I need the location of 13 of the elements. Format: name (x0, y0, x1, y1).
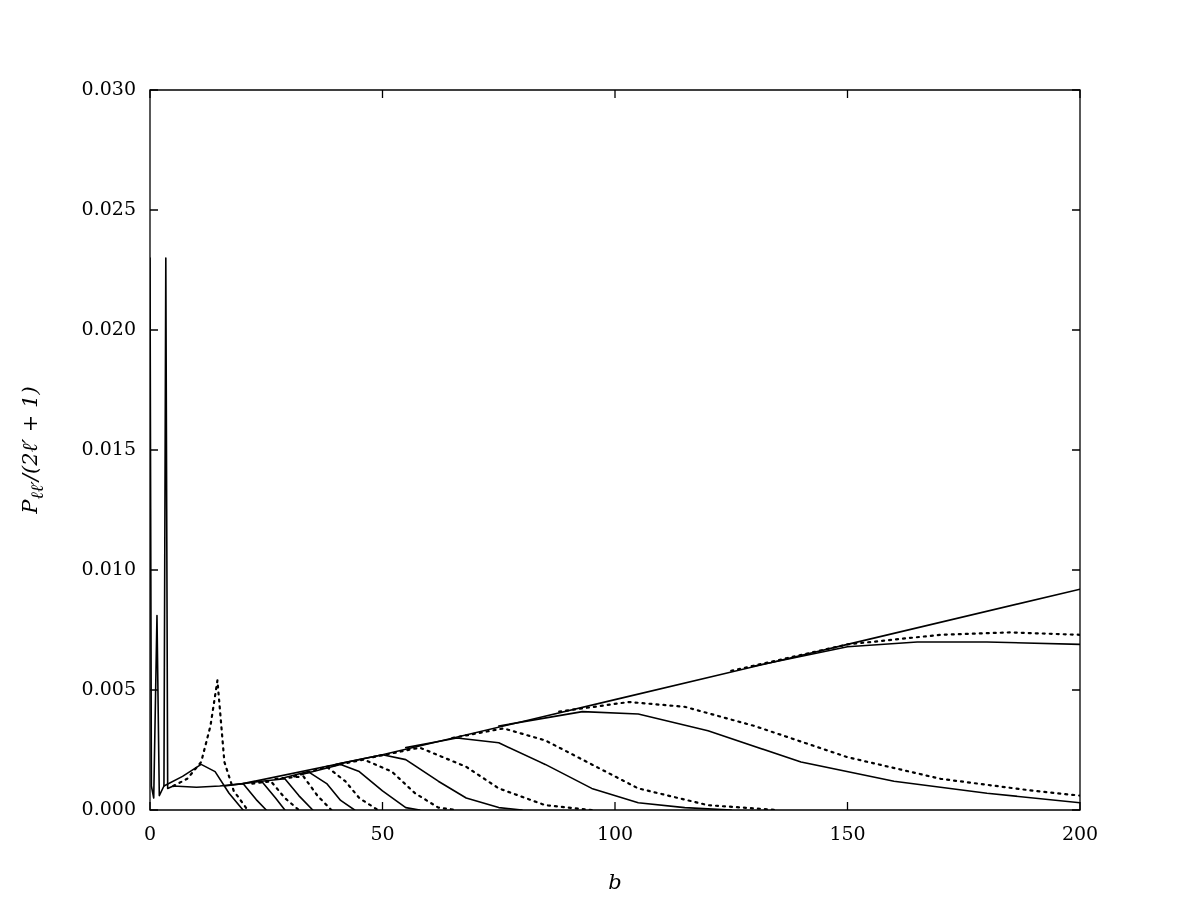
y-tick-label: 0.025 (81, 196, 136, 219)
x-tick-label: 200 (1061, 822, 1099, 845)
x-axis-title: b (608, 869, 622, 894)
y-tick-label: 0.030 (81, 76, 136, 99)
y-tick-label: 0.020 (81, 316, 136, 339)
x-tick-label: 150 (829, 822, 866, 845)
x-tick-label: 0 (143, 822, 157, 845)
y-tick-label: 0.010 (81, 556, 136, 579)
y-tick-label: 0.015 (81, 436, 136, 459)
x-tick-label: 100 (596, 822, 634, 845)
x-tick-label: 50 (370, 822, 395, 845)
y-tick-label: 0.000 (81, 796, 136, 819)
y-tick-label: 0.005 (81, 676, 136, 699)
